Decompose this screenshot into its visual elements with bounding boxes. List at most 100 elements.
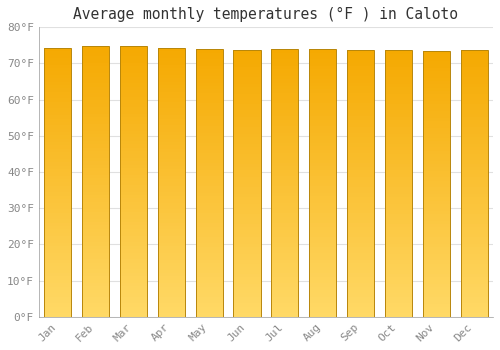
Bar	[385, 270, 412, 273]
Bar	[271, 60, 298, 63]
Bar	[44, 266, 72, 270]
Bar	[234, 210, 260, 214]
Bar	[422, 184, 450, 187]
Bar	[385, 187, 412, 190]
Bar	[422, 64, 450, 68]
Bar	[309, 240, 336, 243]
Bar	[158, 61, 185, 65]
Bar	[385, 177, 412, 180]
Bar	[422, 250, 450, 254]
Bar	[309, 96, 336, 99]
Bar	[460, 284, 488, 287]
Bar	[460, 214, 488, 217]
Bar	[234, 190, 260, 194]
Bar	[385, 90, 412, 94]
Bar	[158, 115, 185, 119]
Bar	[44, 196, 72, 199]
Bar	[422, 104, 450, 107]
Bar	[44, 115, 72, 119]
Bar	[82, 110, 109, 114]
Bar	[120, 198, 147, 202]
Bar	[158, 253, 185, 256]
Bar	[385, 61, 412, 64]
Bar	[196, 63, 223, 66]
Bar	[422, 121, 450, 124]
Bar	[309, 120, 336, 123]
Bar	[309, 203, 336, 206]
Bar	[422, 134, 450, 138]
Bar	[82, 97, 109, 100]
Bar	[460, 200, 488, 204]
Bar	[422, 247, 450, 250]
Bar	[347, 136, 374, 140]
Bar	[158, 260, 185, 263]
Bar	[196, 267, 223, 270]
Bar	[347, 153, 374, 156]
Bar	[234, 90, 260, 94]
Bar	[158, 88, 185, 92]
Bar	[422, 161, 450, 164]
Bar	[120, 144, 147, 148]
Bar	[422, 167, 450, 171]
Bar	[196, 79, 223, 83]
Bar	[422, 290, 450, 294]
Bar	[271, 250, 298, 253]
Bar	[271, 86, 298, 90]
Bar	[271, 310, 298, 314]
Bar	[347, 126, 374, 130]
Bar	[385, 134, 412, 137]
Bar	[309, 293, 336, 297]
Bar	[385, 253, 412, 257]
Bar	[44, 246, 72, 250]
Bar	[120, 80, 147, 83]
Bar	[234, 97, 260, 100]
Bar	[234, 270, 260, 273]
Bar	[385, 240, 412, 244]
Bar	[234, 124, 260, 127]
Bar	[309, 270, 336, 273]
Bar	[82, 114, 109, 117]
Bar	[460, 290, 488, 294]
Bar	[158, 125, 185, 128]
Bar	[44, 270, 72, 273]
Bar	[460, 144, 488, 147]
Bar	[422, 284, 450, 287]
Bar	[385, 74, 412, 77]
Bar	[271, 206, 298, 210]
Bar	[44, 296, 72, 300]
Bar	[234, 227, 260, 230]
Bar	[158, 68, 185, 71]
Bar	[460, 314, 488, 317]
Bar	[347, 110, 374, 113]
Bar	[158, 293, 185, 297]
Bar	[44, 287, 72, 290]
Bar	[385, 310, 412, 314]
Bar	[422, 244, 450, 247]
Bar	[460, 273, 488, 277]
Bar	[234, 233, 260, 237]
Bar	[271, 270, 298, 273]
Bar	[120, 307, 147, 310]
Bar	[460, 307, 488, 310]
Bar	[347, 250, 374, 253]
Bar	[385, 244, 412, 247]
Bar	[309, 133, 336, 136]
Bar	[82, 154, 109, 158]
Bar	[271, 136, 298, 140]
Bar	[422, 138, 450, 141]
Bar	[234, 217, 260, 220]
Bar	[44, 280, 72, 283]
Bar	[82, 90, 109, 93]
Bar	[309, 149, 336, 153]
Bar	[422, 264, 450, 267]
Bar	[347, 263, 374, 267]
Bar	[44, 179, 72, 182]
Bar	[196, 187, 223, 190]
Bar	[347, 197, 374, 200]
Bar	[460, 107, 488, 110]
Bar	[347, 140, 374, 143]
Bar	[460, 260, 488, 264]
Bar	[309, 243, 336, 247]
Bar	[82, 104, 109, 107]
Bar	[158, 166, 185, 169]
